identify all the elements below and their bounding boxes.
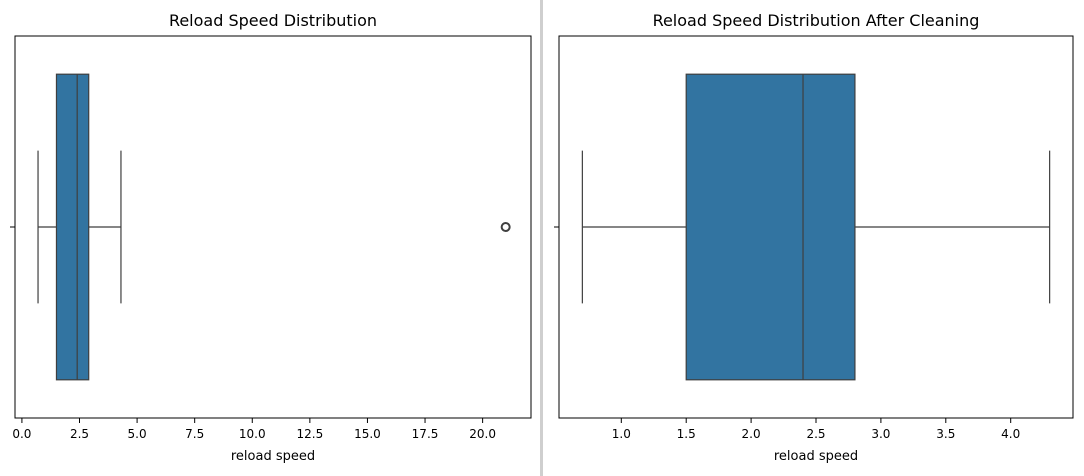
x-tick-label: 1.0 <box>612 427 631 441</box>
x-tick-label: 2.5 <box>806 427 825 441</box>
chart-panel-original: Reload Speed Distribution 0.0 2.5 5.0 7.5 10… <box>0 0 540 476</box>
x-tick-label: 3.0 <box>871 427 890 441</box>
x-axis-label: reload speed <box>231 449 315 464</box>
iqr-box <box>685 73 856 381</box>
x-axis-ticks: 1.0 1.5 2.0 2.5 3.0 3.5 4.0 <box>554 226 1020 441</box>
x-tick-label: 2.5 <box>70 427 89 441</box>
x-tick-label: 15.0 <box>354 427 381 441</box>
x-tick-label: 7.5 <box>185 427 204 441</box>
plot-marks <box>37 73 511 381</box>
x-tick-label: 3.5 <box>936 427 955 441</box>
chart-title: Reload Speed Distribution After Cleaning <box>653 11 980 30</box>
x-tick-label: 12.5 <box>296 427 323 441</box>
x-axis-ticks: 0.0 2.5 5.0 7.5 10.0 12.5 15.0 17.5 20.0 <box>10 226 496 441</box>
outlier-point <box>500 222 511 232</box>
x-tick-label: 0.0 <box>12 427 31 441</box>
x-tick-label: 1.5 <box>677 427 696 441</box>
x-tick-label: 17.5 <box>412 427 439 441</box>
boxplot-original-chart: Reload Speed Distribution 0.0 2.5 5.0 7.5 10… <box>10 11 532 464</box>
iqr-box <box>55 73 90 381</box>
chart-title: Reload Speed Distribution <box>169 11 377 30</box>
x-tick-label: 4.0 <box>1001 427 1020 441</box>
x-tick-label: 20.0 <box>469 427 496 441</box>
x-tick-label: 2.0 <box>742 427 761 441</box>
panel-divider <box>540 0 543 476</box>
x-tick-label: 5.0 <box>128 427 147 441</box>
boxplot-cleaned-chart: Reload Speed Distribution After Cleaning… <box>554 11 1074 464</box>
plot-marks <box>581 73 1051 381</box>
chart-panel-cleaned: Reload Speed Distribution After Cleaning… <box>543 0 1084 476</box>
x-axis-label: reload speed <box>774 449 858 464</box>
x-tick-label: 10.0 <box>239 427 266 441</box>
